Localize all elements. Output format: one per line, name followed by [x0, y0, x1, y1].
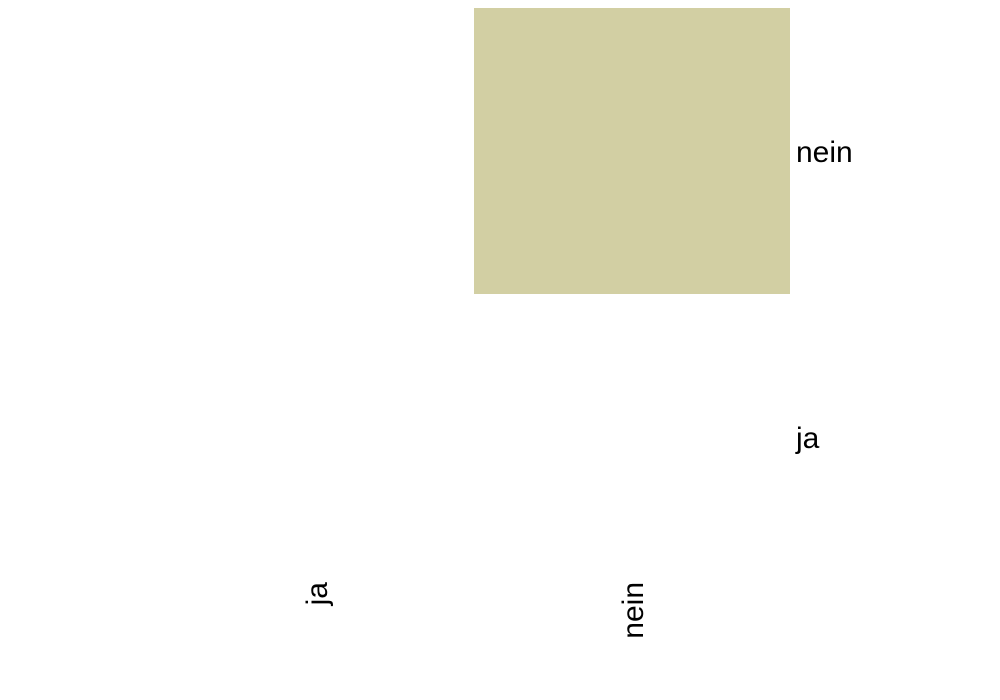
heatmap-cell-nein-ja	[474, 294, 790, 580]
x-tick-label: nein	[617, 582, 650, 639]
heatmap-cells	[158, 8, 790, 580]
y-tick-labels: ja nein	[795, 136, 853, 455]
x-tick-labels: ja nein	[301, 582, 650, 639]
heatmap-cell-ja-nein	[158, 8, 474, 294]
x-tick-label: ja	[301, 582, 334, 607]
heatmap-cell-ja-ja	[158, 294, 474, 580]
y-tick-label: nein	[796, 136, 853, 169]
y-tick-label: ja	[795, 422, 820, 455]
heatmap-cell-nein-nein	[474, 8, 790, 294]
